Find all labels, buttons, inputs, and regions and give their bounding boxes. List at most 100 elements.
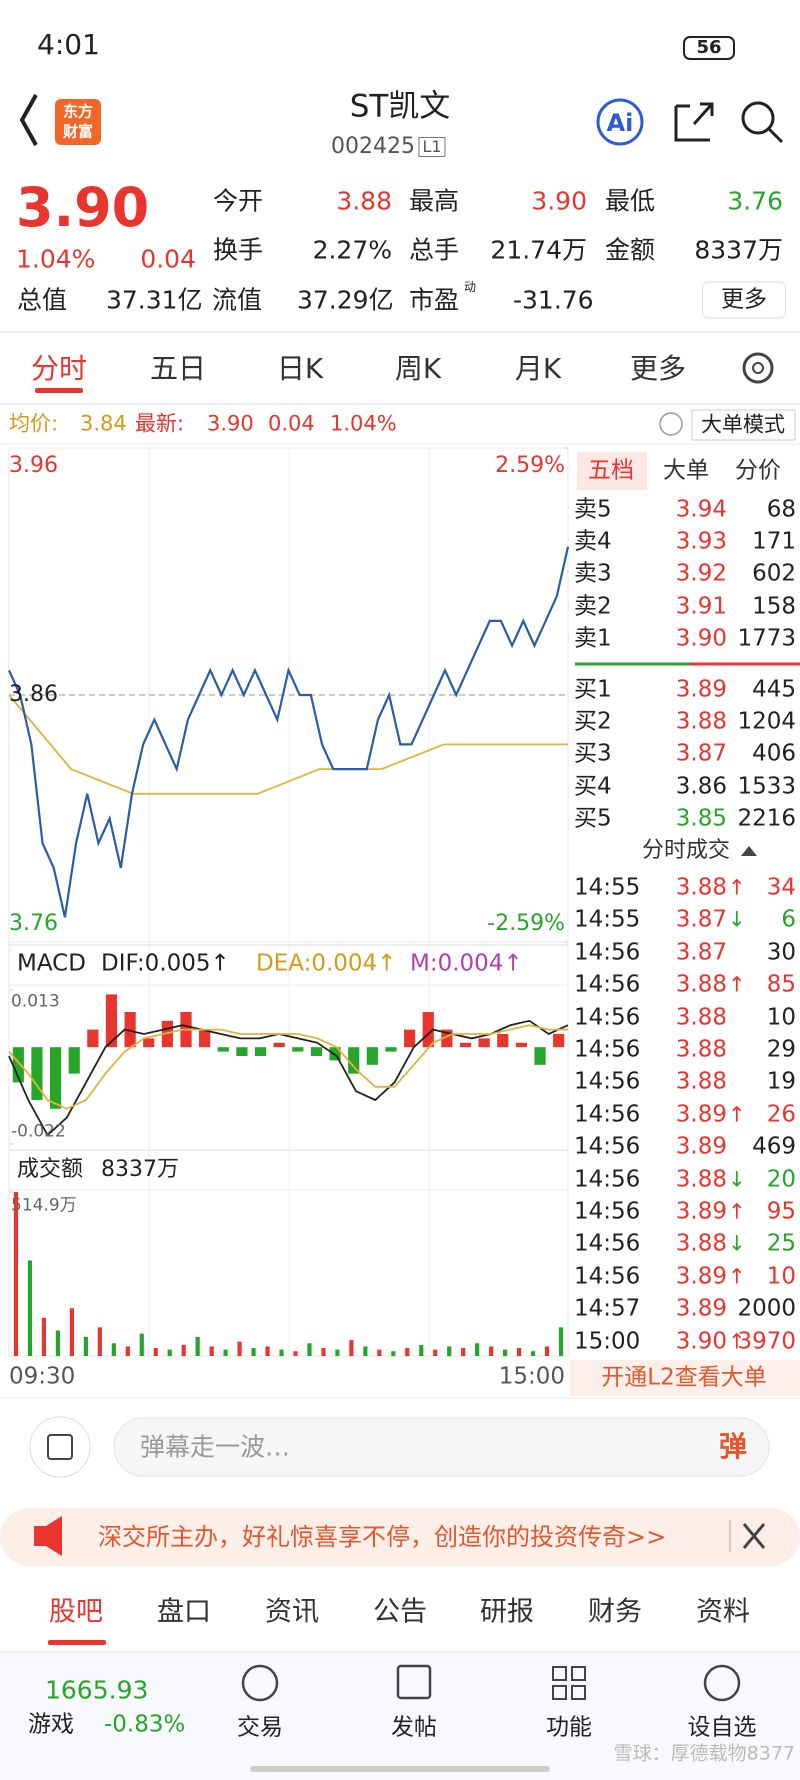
macd-bar [534, 1047, 546, 1065]
close-icon[interactable] [742, 1523, 766, 1549]
search-icon[interactable] [741, 101, 775, 135]
book-volume: 406 [752, 740, 796, 767]
mode-box[interactable] [691, 409, 796, 441]
stat-value: 3.88 [336, 186, 392, 216]
change-pct: 1.04% [16, 244, 96, 274]
section-tab[interactable]: 股吧 [49, 1596, 103, 1628]
comment-input[interactable] [113, 1417, 770, 1477]
turnover-total: 8337万 [101, 1157, 179, 1182]
section-tab[interactable]: 公告 [373, 1596, 427, 1628]
trade-volume: 10 [766, 1004, 796, 1031]
mode-toggle[interactable]: 大单模式 [701, 412, 785, 437]
nav-item[interactable]: 功能 [546, 1714, 592, 1741]
trade-time: 15:00 [574, 1328, 641, 1355]
chart-tab[interactable]: 五日 [149, 352, 207, 385]
macd-bar [366, 1047, 378, 1065]
book-tab[interactable]: 分价 [735, 457, 781, 484]
stat-value: 21.74万 [490, 235, 587, 265]
share-icon[interactable] [674, 102, 714, 142]
section-tab[interactable]: 研报 [480, 1596, 534, 1628]
trade-price: 3.88 [675, 874, 727, 901]
trade-time: 14:55 [574, 906, 641, 933]
chart-tab[interactable]: 分时 [30, 352, 88, 385]
section-tab[interactable]: 财务 [588, 1596, 642, 1628]
nav-item[interactable]: 交易 [237, 1714, 283, 1741]
macd-bar [553, 1034, 565, 1048]
logo-box [55, 99, 101, 145]
trade-price: 3.89 [675, 1198, 727, 1225]
avg-line [8, 694, 568, 795]
nav-bg [0, 1652, 800, 1780]
volume-bar [293, 1351, 298, 1356]
book-volume: 1204 [737, 708, 796, 735]
macd-bar [217, 1047, 229, 1052]
macd-bar [404, 1029, 416, 1048]
comment-placeholder[interactable]: 弹幕走一波… [140, 1432, 291, 1462]
y-tick-label: 3.96 [9, 453, 58, 478]
chart-tab[interactable]: 月K [514, 352, 562, 385]
trade-volume: 34 [766, 874, 796, 901]
trade-time: 14:55 [574, 874, 641, 901]
clock: 4:01 [37, 28, 100, 61]
trade-icon[interactable] [241, 1664, 279, 1702]
indicator-name[interactable]: MACD [17, 950, 86, 977]
func-icon[interactable] [552, 1666, 567, 1681]
l2-bg[interactable] [570, 1360, 800, 1396]
ai-icon[interactable] [596, 98, 644, 146]
stat-label: 流值 [212, 285, 263, 315]
settings-icon[interactable] [742, 352, 774, 384]
trade-volume: 85 [766, 971, 796, 998]
chart-tab[interactable]: 更多 [629, 352, 687, 385]
volume-bar [377, 1349, 382, 1356]
nav-item[interactable]: 发帖 [391, 1714, 437, 1741]
macd-bar [143, 1038, 155, 1048]
book-tab[interactable]: 大单 [663, 457, 709, 484]
stat-label: 今开 [213, 186, 264, 216]
section-tab[interactable]: 盘口 [157, 1596, 211, 1628]
section-tab[interactable]: 资料 [696, 1596, 750, 1628]
macd-bar [31, 1047, 43, 1100]
banner-text[interactable]: 深交所主办，好礼惊喜享不停，创造你的投资传奇>> [98, 1523, 667, 1551]
macd-bar [236, 1047, 248, 1056]
more-button[interactable]: 更多 [702, 281, 786, 319]
battery [683, 36, 735, 60]
volume-bar [391, 1351, 396, 1356]
volume-bar [516, 1348, 522, 1356]
stock-code: 002425 [331, 134, 415, 159]
nav-game[interactable]: 游戏 [28, 1711, 74, 1738]
book-tab[interactable]: 五档 [588, 457, 634, 484]
danmaku-button[interactable]: 弹 [718, 1430, 748, 1463]
stat-value: 8337万 [694, 235, 783, 265]
trade-time: 14:56 [574, 1133, 641, 1160]
trade-volume: 25 [766, 1230, 796, 1257]
post-icon[interactable] [396, 1664, 432, 1700]
menu-btn[interactable] [29, 1416, 91, 1478]
y2-tick-label: -2.59% [487, 911, 565, 936]
change: 0.04 [140, 244, 196, 274]
tab-underline [48, 1640, 106, 1645]
macd-bar [385, 1047, 397, 1052]
logo-text: 财富 [62, 122, 94, 141]
macd-bar [273, 1042, 285, 1048]
indicator-name[interactable]: 成交额 [17, 1157, 84, 1182]
l2-link[interactable]: 开通L2查看大单 [601, 1364, 767, 1391]
speaker-icon [34, 1516, 62, 1556]
stat-label: 最高 [409, 186, 460, 216]
macd-bar [422, 1012, 434, 1048]
fav-icon[interactable] [703, 1664, 741, 1702]
back-icon[interactable] [19, 94, 38, 146]
book-price: 3.89 [675, 676, 727, 703]
chart-tab[interactable]: 日K [276, 352, 324, 385]
banner-bg[interactable] [0, 1508, 800, 1566]
help-icon[interactable] [659, 412, 683, 436]
trade-price: 3.88 [675, 971, 727, 998]
book-volume: 602 [752, 560, 796, 587]
trade-volume: 19 [766, 1068, 796, 1095]
index-value: 1665.93 [45, 1675, 149, 1705]
volume-bar [321, 1348, 326, 1356]
book-price: 3.85 [675, 805, 727, 832]
nav-item[interactable]: 设自选 [687, 1714, 757, 1741]
section-tab[interactable]: 资讯 [265, 1596, 319, 1628]
chart-tab[interactable]: 周K [394, 352, 442, 385]
